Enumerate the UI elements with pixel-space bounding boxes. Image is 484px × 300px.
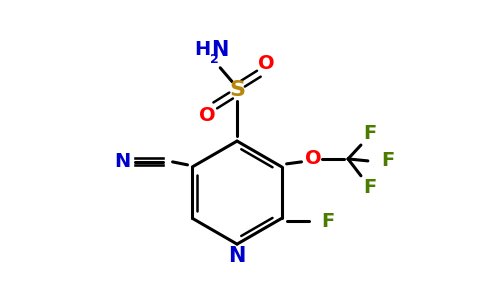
Text: O: O: [199, 106, 216, 125]
Text: H: H: [194, 40, 210, 59]
Text: 2: 2: [210, 53, 219, 66]
Text: F: F: [382, 152, 395, 170]
Text: N: N: [212, 40, 229, 60]
Text: F: F: [321, 212, 334, 231]
Text: F: F: [363, 178, 377, 197]
Text: O: O: [258, 54, 275, 73]
Text: N: N: [228, 246, 246, 266]
Text: F: F: [363, 124, 377, 143]
Text: O: O: [305, 149, 322, 168]
Text: N: N: [114, 152, 130, 171]
Text: S: S: [229, 80, 245, 100]
